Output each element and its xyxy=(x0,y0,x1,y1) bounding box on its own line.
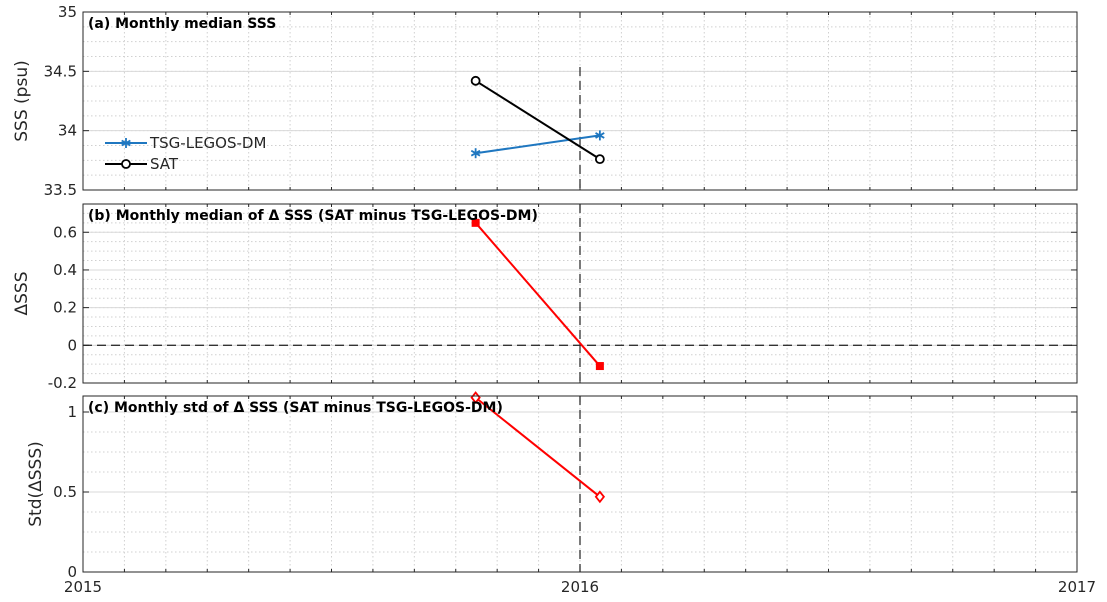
series-line-SAT xyxy=(475,79,601,160)
data-point-asterisk xyxy=(595,130,605,141)
asterisk-stroke xyxy=(470,149,481,157)
axes-frame xyxy=(82,395,1078,573)
series-line-b xyxy=(474,222,601,367)
data-point-asterisk xyxy=(121,138,131,148)
data-point-circle xyxy=(594,154,605,165)
y-tick-label: 34 xyxy=(58,122,77,140)
data-point-diamond xyxy=(594,490,606,504)
y-axis-label: ΔSSS xyxy=(12,271,32,315)
y-tick-label: 35 xyxy=(58,3,77,21)
legend-label-sat: SAT xyxy=(150,155,179,173)
x-tick-label: 2017 xyxy=(1058,578,1096,596)
y-tick-label: 0.5 xyxy=(53,483,77,501)
y-tick-label: 0 xyxy=(67,336,77,354)
data-point-asterisk xyxy=(470,148,481,159)
panel-title: (a) Monthly median SSS xyxy=(88,16,276,32)
asterisk-stroke xyxy=(121,139,131,147)
data-point-circle xyxy=(470,75,481,86)
x-tick-label: 2016 xyxy=(561,578,599,596)
data-layer xyxy=(470,75,606,504)
y-tick-label: 34.5 xyxy=(44,62,77,80)
reference-lines xyxy=(83,67,1077,572)
axes-frame xyxy=(82,11,1078,191)
series-line-TSG-LEGOS-DM xyxy=(475,134,601,155)
y-tick-label: 1 xyxy=(67,403,77,421)
y-tick-label: 0.2 xyxy=(53,299,77,317)
y-tick-label: 0 xyxy=(67,563,77,581)
legend-label-tsg: TSG-LEGOS-DM xyxy=(149,134,266,152)
y-tick-label: 33.5 xyxy=(44,181,77,199)
x-tick-label: 2015 xyxy=(64,578,102,596)
data-point-square xyxy=(471,218,480,227)
data-point-circle xyxy=(121,159,131,169)
axes-frame xyxy=(82,203,1078,384)
y-axis-label: Std(ΔSSS) xyxy=(26,441,46,527)
panel-title: (b) Monthly median of Δ SSS (SAT minus T… xyxy=(88,208,538,224)
y-tick-label: 0.4 xyxy=(53,261,77,279)
axes-frames xyxy=(82,11,1078,573)
panel-title: (c) Monthly std of Δ SSS (SAT minus TSG-… xyxy=(88,400,503,416)
asterisk-stroke xyxy=(595,132,605,139)
series-line-c xyxy=(475,396,601,498)
y-tick-label: 0.6 xyxy=(53,223,77,241)
data-point-square xyxy=(595,362,604,371)
text-layer: 33.5 34 34.5 35 (a) Monthly median SSS SSS (p… xyxy=(12,3,1096,596)
y-tick-label: -0.2 xyxy=(48,374,77,392)
y-axis-label: SSS (psu) xyxy=(12,60,32,141)
